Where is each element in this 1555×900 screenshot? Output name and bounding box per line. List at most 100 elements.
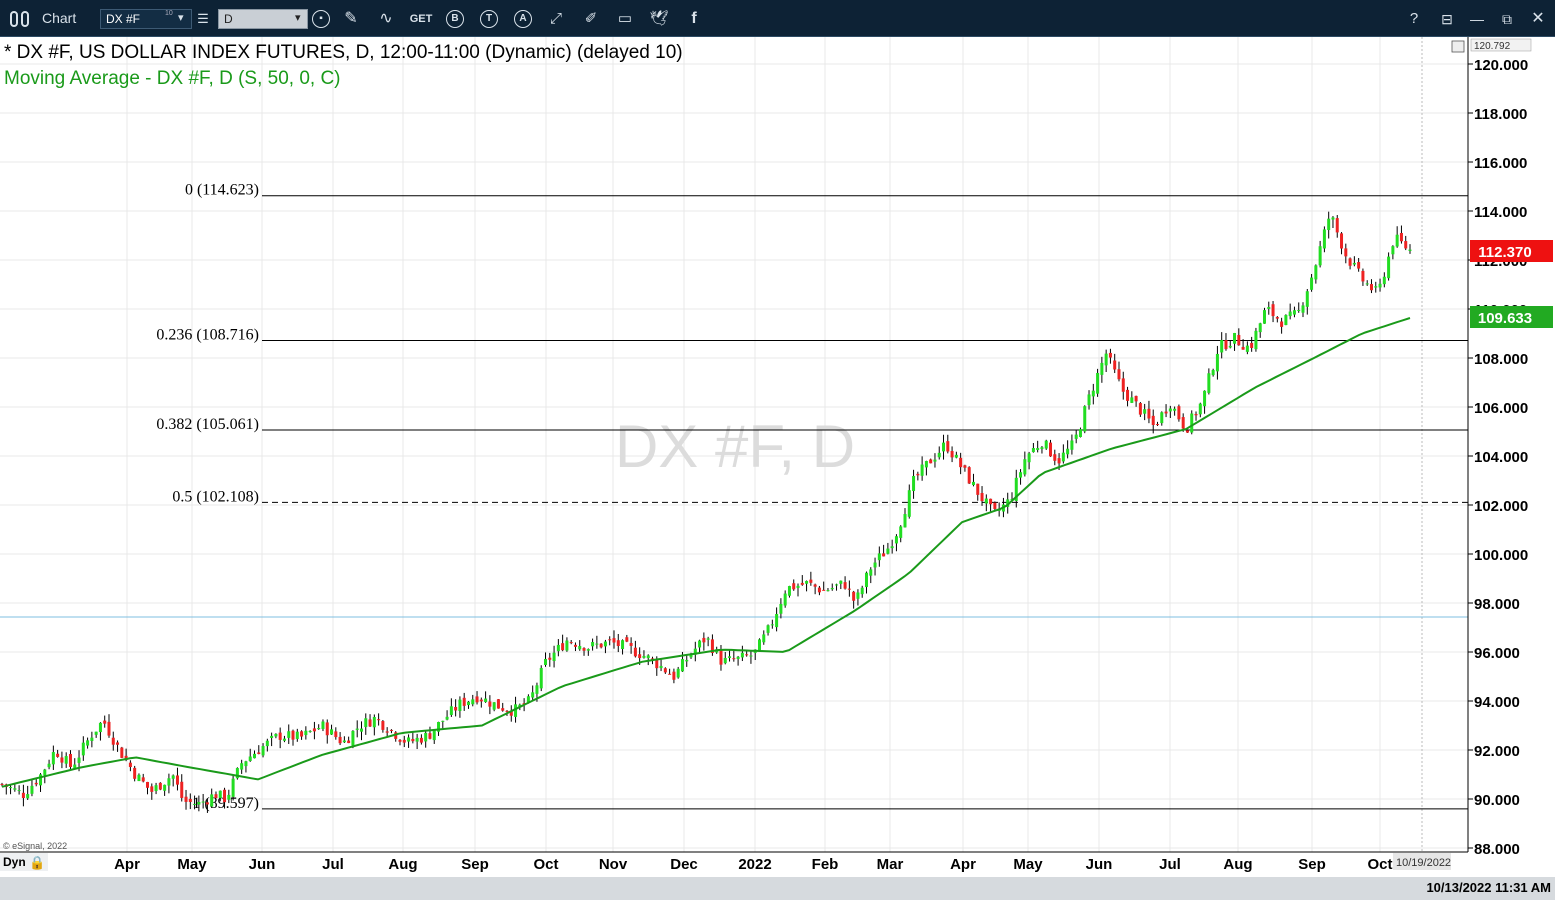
candle-body	[133, 767, 137, 779]
candle-body	[937, 452, 941, 458]
candle-body	[573, 644, 577, 647]
plot-area	[0, 37, 1468, 852]
candle-body	[621, 640, 625, 650]
pencil-icon[interactable]: ✎	[344, 10, 358, 27]
candle-body	[809, 579, 813, 583]
candle-body	[214, 794, 218, 799]
candle-body	[437, 721, 441, 732]
candle-body	[1160, 412, 1164, 424]
candle-body	[223, 789, 227, 803]
candle-body	[338, 736, 342, 744]
candle-body	[929, 459, 933, 464]
candle-body	[394, 732, 398, 739]
symbol-input[interactable]: DX #F 10 ▾	[100, 9, 192, 29]
candle-body	[835, 584, 839, 586]
circle-b-icon[interactable]: B	[446, 10, 464, 28]
link-icon[interactable]	[10, 10, 36, 28]
restore-icon[interactable]: ⧉	[1502, 11, 1512, 27]
candle-body	[1087, 394, 1091, 406]
symbol-value: DX #F	[106, 12, 141, 26]
candle-body	[646, 655, 650, 659]
candle-body	[116, 742, 120, 745]
minimize-icon[interactable]: —	[1470, 11, 1484, 27]
lock-icon[interactable]: 🔒	[29, 856, 45, 871]
candle-body	[544, 658, 548, 665]
candle-body	[1057, 458, 1061, 464]
circle-a-icon[interactable]: A	[514, 10, 532, 28]
dyn-label: Dyn	[3, 855, 26, 869]
candle-body	[1053, 454, 1057, 461]
expand-icon[interactable]	[1451, 40, 1465, 53]
candle-body	[1220, 339, 1224, 353]
price-chart[interactable]: DX #F, D 0 (114.623) 0.236 (108.716) 0.382…	[0, 37, 1555, 877]
y-top-box	[1470, 38, 1532, 52]
x-tick-label: Jul	[322, 856, 344, 873]
y-axis	[1468, 37, 1555, 877]
candle-body	[1404, 241, 1408, 249]
candle-body	[43, 769, 47, 776]
candle-body	[171, 775, 175, 779]
candle-body	[916, 473, 920, 476]
candle-body	[389, 729, 393, 731]
candle-body	[1194, 413, 1198, 416]
interval-select[interactable]: D ▾	[218, 9, 308, 29]
candle-body	[419, 737, 423, 743]
facebook-icon[interactable]: f	[691, 10, 697, 27]
candle-body	[719, 650, 723, 665]
y-tick-label: 114.000	[1474, 204, 1527, 221]
candle-body	[73, 764, 77, 769]
get-tool-icon[interactable]: GET	[409, 13, 433, 25]
candle-body	[1031, 448, 1035, 453]
close-icon[interactable]: ✕	[1531, 10, 1545, 27]
candle-body	[188, 798, 192, 802]
help-icon[interactable]: ?	[1409, 10, 1419, 27]
candle-body	[1314, 265, 1318, 280]
candle-body	[428, 733, 432, 739]
y-tick-label: 102.000	[1474, 498, 1528, 515]
candle-body	[638, 654, 642, 659]
wave-icon[interactable]: ∿	[379, 10, 393, 27]
candle-body	[1267, 307, 1271, 309]
chat-icon[interactable]: ▭	[617, 10, 633, 27]
stop-circle-icon[interactable]: ▪	[312, 10, 330, 28]
x-end-box	[1393, 853, 1451, 870]
candle-body	[244, 761, 248, 767]
draw-tool-icon[interactable]: ⤢	[549, 10, 562, 27]
legend-ma: Moving Average - DX #F, D (S, 50, 0, C)	[4, 68, 341, 89]
candle-body	[107, 721, 111, 736]
candle-body	[1104, 353, 1108, 366]
y-tick-label: 120.000	[1474, 57, 1528, 74]
circle-t-icon[interactable]: T	[480, 10, 498, 28]
chevron-down-icon[interactable]: ▾	[295, 12, 301, 24]
edit-icon[interactable]: ✐	[584, 10, 598, 27]
candle-body	[1121, 378, 1125, 392]
app-title: Chart	[42, 10, 77, 26]
y-tick-label: 88.000	[1474, 841, 1520, 858]
candle-body	[732, 658, 736, 660]
x-tick-label: Sep	[1298, 856, 1326, 873]
candle-body	[642, 655, 646, 658]
twitter-icon[interactable]: 🕊	[649, 10, 669, 27]
fib-label: 0.382 (105.061)	[156, 416, 259, 433]
fib-label: 0.236 (108.716)	[156, 326, 259, 343]
candle-body	[355, 728, 359, 730]
candle-body	[1130, 397, 1134, 403]
candle-body	[1284, 315, 1288, 326]
candle-body	[398, 739, 402, 742]
candle-body	[582, 648, 586, 651]
dyn-box[interactable]	[0, 853, 48, 871]
candle-body	[77, 757, 81, 763]
candle-body	[976, 483, 980, 495]
list-menu-icon[interactable]: ☰	[197, 11, 209, 26]
candle-body	[334, 731, 338, 738]
candle-body	[407, 737, 411, 742]
candle-body	[120, 747, 124, 758]
candle-body	[1365, 283, 1369, 285]
candle-body	[852, 591, 856, 601]
y-tick-label: 90.000	[1474, 792, 1520, 809]
chevron-down-icon[interactable]: ▾	[178, 12, 184, 24]
candle-body	[1348, 258, 1352, 266]
candle-body	[1378, 283, 1382, 288]
candle-body	[1049, 442, 1053, 457]
save-icon[interactable]: ⊟	[1441, 11, 1453, 27]
